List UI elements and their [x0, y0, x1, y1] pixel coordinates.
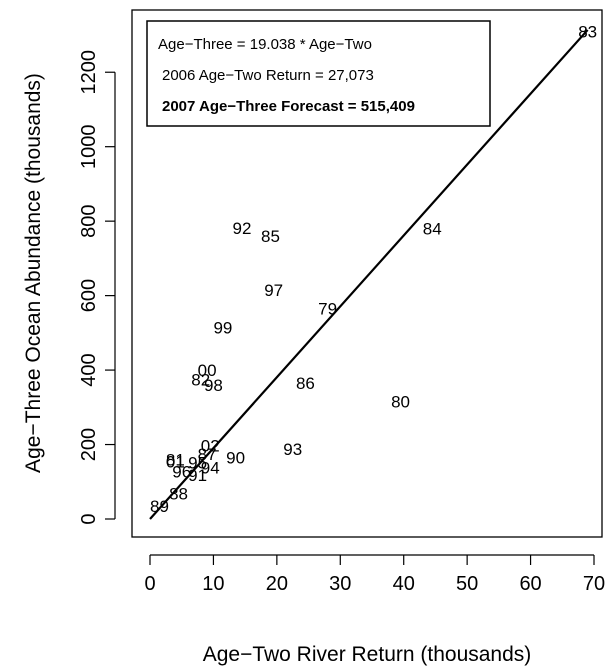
- point-label-89: 89: [150, 497, 169, 516]
- point-label-81: 81: [166, 450, 185, 469]
- x-tick-label: 40: [393, 573, 415, 595]
- point-label-90: 90: [226, 449, 245, 468]
- y-tick-label: 1000: [78, 124, 100, 169]
- y-tick-label: 1200: [78, 50, 100, 95]
- legend-equation: Age−Three = 19.038 * Age−Two: [158, 36, 372, 53]
- y-tick-label: 800: [78, 204, 100, 237]
- x-axis-title: Age−Two River Return (thousands): [203, 643, 532, 666]
- point-label-92: 92: [233, 219, 252, 238]
- legend-box: Age−Three = 19.038 * Age−Two 2006 Age−Tw…: [146, 20, 491, 127]
- legend-return-2006: 2006 Age−Two Return = 27,073: [162, 67, 374, 84]
- y-tick-label: 600: [78, 279, 100, 312]
- x-tick-label: 50: [456, 573, 478, 595]
- point-label-83: 83: [578, 22, 597, 41]
- point-label-85: 85: [261, 227, 280, 246]
- point-label-99: 99: [213, 318, 232, 337]
- point-label-95: 95: [188, 453, 207, 472]
- y-tick-label: 0: [78, 513, 100, 524]
- point-label-00: 00: [198, 361, 217, 380]
- point-label-91: 91: [188, 466, 207, 485]
- y-tick-label: 200: [78, 428, 100, 461]
- x-tick-label: 20: [266, 573, 288, 595]
- legend-forecast-2007: 2007 Age−Three Forecast = 515,409: [162, 98, 415, 115]
- point-label-98: 98: [204, 376, 223, 395]
- point-label-01: 01: [166, 452, 185, 471]
- x-tick-label: 70: [583, 573, 605, 595]
- point-label-93: 93: [283, 440, 302, 459]
- plot-frame: [131, 9, 603, 538]
- point-label-80: 80: [391, 393, 410, 412]
- point-label-86: 86: [296, 374, 315, 393]
- y-tick-label: 400: [78, 353, 100, 386]
- point-label-88: 88: [169, 485, 188, 504]
- point-label-02: 02: [201, 436, 220, 455]
- point-label-94: 94: [201, 459, 220, 478]
- point-label-82: 82: [191, 370, 210, 389]
- x-tick-label: 10: [202, 573, 224, 595]
- point-label-84: 84: [423, 220, 442, 239]
- x-tick-label: 60: [519, 573, 541, 595]
- point-label-97: 97: [264, 281, 283, 300]
- x-tick-label: 0: [144, 573, 155, 595]
- point-label-96: 96: [172, 462, 191, 481]
- point-label-79: 79: [318, 300, 337, 319]
- point-label-87: 87: [198, 445, 217, 464]
- y-axis-title: Age−Three Ocean Abundance (thousands): [22, 73, 45, 473]
- regression-line: [149, 29, 589, 520]
- x-tick-label: 30: [329, 573, 351, 595]
